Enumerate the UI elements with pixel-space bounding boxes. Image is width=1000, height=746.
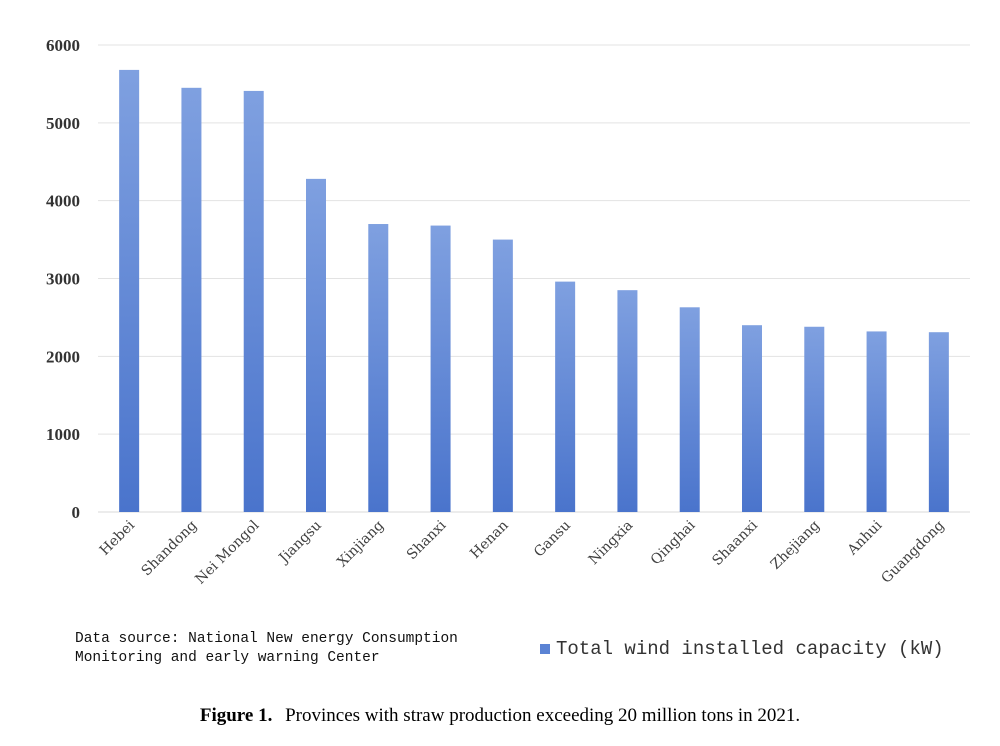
legend-label: Total wind installed capacity (kW) xyxy=(556,638,944,660)
x-tick-label: Shandong xyxy=(138,517,200,579)
y-tick-label: 4000 xyxy=(46,192,80,211)
y-tick-label: 1000 xyxy=(46,425,80,444)
x-tick-label: Anhui xyxy=(844,517,886,559)
x-tick-label: Zhejiang xyxy=(768,517,823,572)
bar xyxy=(804,326,825,512)
legend-swatch xyxy=(540,644,550,654)
bar xyxy=(368,224,389,512)
bar xyxy=(181,87,202,512)
y-tick-label: 5000 xyxy=(46,114,80,133)
y-axis-ticks: 0 1000 2000 3000 4000 5000 6000 xyxy=(46,36,80,522)
x-tick-label: Hebei xyxy=(97,517,139,559)
bar xyxy=(742,325,762,512)
y-tick-label: 2000 xyxy=(46,347,80,366)
bar xyxy=(928,332,949,512)
bars xyxy=(119,69,949,513)
bar xyxy=(492,239,513,513)
y-tick-label: 0 xyxy=(72,503,81,522)
y-tick-label: 3000 xyxy=(46,270,80,289)
bar xyxy=(679,307,700,512)
data-source-note: Data source: National New energy Consump… xyxy=(75,631,458,666)
x-tick-label: Ningxia xyxy=(586,518,637,569)
bar xyxy=(306,178,326,512)
bar xyxy=(430,225,451,512)
x-tick-label: Henan xyxy=(467,518,511,562)
bar xyxy=(866,331,887,512)
x-tick-label: Gansu xyxy=(531,518,574,561)
chart-legend: Total wind installed capacity (kW) xyxy=(540,638,944,660)
x-tick-label: Qinghai xyxy=(648,517,699,568)
x-tick-label: Guangdong xyxy=(878,517,947,586)
caption-text: Provinces with straw production exceedin… xyxy=(285,705,801,726)
x-tick-label: Xinjiang xyxy=(334,517,387,570)
bar xyxy=(243,90,264,513)
x-tick-label: Nei Mongol xyxy=(192,517,262,587)
caption-label: Figure 1. xyxy=(199,705,273,726)
x-tick-label: Shaanxi xyxy=(709,517,761,569)
x-tick-label: Jiangsu xyxy=(275,518,325,568)
bar xyxy=(617,290,638,512)
x-tick-label: Shanxi xyxy=(404,517,450,563)
gridlines xyxy=(98,44,970,513)
y-tick-label: 6000 xyxy=(46,36,80,55)
figure-caption: Figure 1. Provinces with straw productio… xyxy=(0,705,1000,727)
bar xyxy=(555,281,576,512)
bar xyxy=(119,69,140,512)
